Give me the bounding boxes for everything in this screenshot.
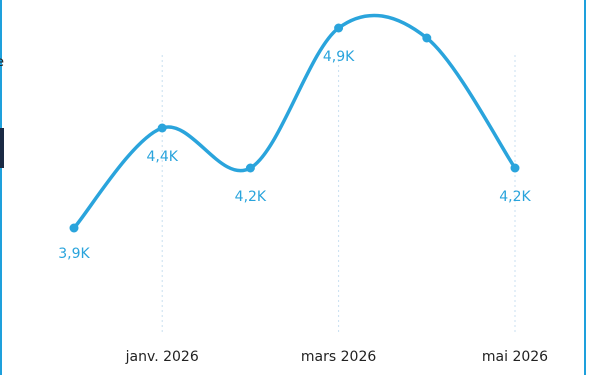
data-point-4 (334, 23, 344, 33)
data-label-1: 3,9K (58, 246, 90, 262)
visual-right-border (584, 0, 586, 375)
x-tick-label-3: mai 2026 (482, 349, 548, 365)
clipped-text-fragment: e (0, 55, 4, 70)
data-point-2 (157, 123, 167, 133)
data-point-1 (69, 223, 79, 233)
data-label-4: 4,9K (323, 49, 355, 65)
data-point-5 (422, 33, 432, 43)
adjacent-visual-fragment (0, 128, 4, 168)
data-point-6 (510, 163, 520, 173)
x-tick-label-1: janv. 2026 (125, 349, 199, 365)
x-tick-label-2: mars 2026 (301, 349, 376, 365)
data-label-3: 4,2K (235, 189, 267, 205)
data-point-3 (245, 163, 255, 173)
visual-left-border (0, 0, 2, 375)
data-label-6: 4,2K (499, 189, 531, 205)
data-label-2: 4,4K (146, 149, 178, 165)
series-line (72, 13, 517, 230)
